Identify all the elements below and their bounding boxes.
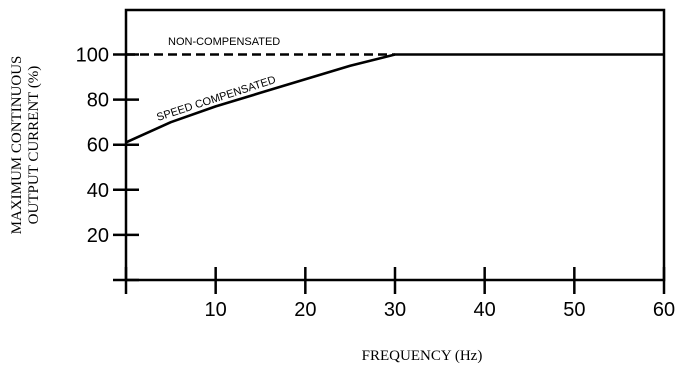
- x-tick-label-30: 30: [384, 299, 406, 321]
- x-tick-label-60: 60: [653, 299, 675, 321]
- x-axis-ticks: [124, 267, 666, 294]
- x-tick-label-20: 20: [294, 299, 316, 321]
- y-axis-title-line-1: MAXIMUM CONTINUOUS: [9, 56, 25, 235]
- x-tick-label-50: 50: [563, 299, 585, 321]
- x-tick-label-40: 40: [474, 299, 496, 321]
- y-axis-tick-labels: 20 40 60 80 100: [76, 45, 109, 247]
- y-tick-label-100: 100: [76, 45, 109, 67]
- y-tick-label-20: 20: [87, 225, 109, 247]
- series-lines: [125, 53, 664, 144]
- x-axis-tick-labels: 10 20 30 40 50 60: [205, 299, 676, 321]
- x-axis-title: FREQUENCY (Hz): [362, 348, 483, 364]
- y-tick-label-40: 40: [87, 180, 109, 202]
- x-tick-label-10: 10: [205, 299, 227, 321]
- y-tick-label-60: 60: [87, 135, 109, 157]
- y-axis-title-line-2: OUTPUT CURRENT (%): [26, 66, 42, 225]
- y-tick-label-80: 80: [87, 90, 109, 112]
- series-line-speed-compensated: [125, 53, 664, 144]
- plot-frame: [124, 8, 666, 282]
- series-label-non-compensated: NON-COMPENSATED: [168, 36, 280, 48]
- series-label-speed-compensated: SPEED COMPENSATED: [155, 74, 277, 124]
